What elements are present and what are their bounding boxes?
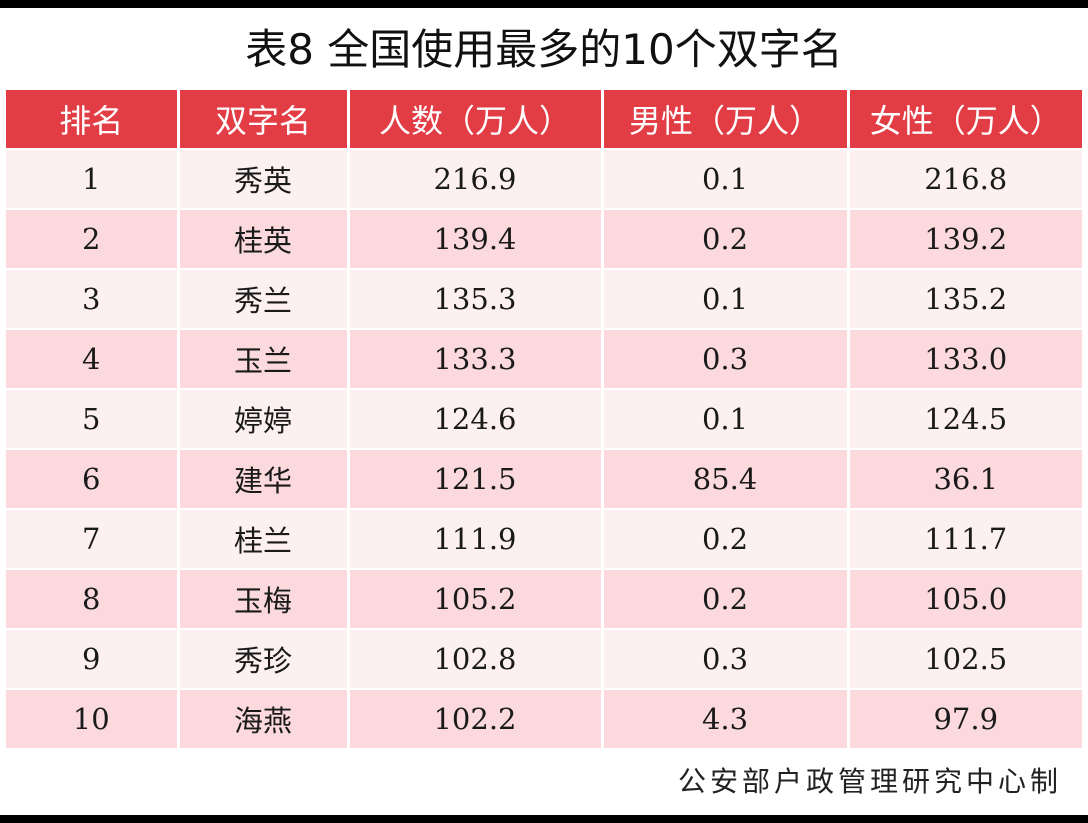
- cell-male: 0.3: [602, 328, 850, 389]
- cell-total: 133.3: [348, 328, 604, 389]
- cell-name: 秀兰: [178, 268, 350, 329]
- table-row: 10 海燕 102.2 4.3 97.9: [6, 688, 1082, 748]
- cell-name: 婷婷: [178, 388, 350, 449]
- cell-total: 135.3: [348, 268, 604, 329]
- cell-name: 秀珍: [178, 628, 350, 689]
- table-row: 6 建华 121.5 85.4 36.1: [6, 448, 1082, 509]
- header-row: 排名 双字名 人数（万人） 男性（万人） 女性（万人）: [6, 90, 1082, 149]
- header-name: 双字名: [178, 90, 350, 149]
- cell-total: 105.2: [348, 568, 604, 629]
- header-female: 女性（万人）: [848, 90, 1082, 149]
- cell-female: 139.2: [848, 208, 1082, 269]
- bottom-border-bar: [0, 815, 1088, 823]
- table-title: 表8 全国使用最多的10个双字名: [245, 25, 843, 74]
- cell-name: 建华: [178, 448, 350, 509]
- table-row: 4 玉兰 133.3 0.3 133.0: [6, 328, 1082, 389]
- cell-rank: 8: [6, 568, 180, 629]
- cell-rank: 2: [6, 208, 180, 269]
- cell-rank: 5: [6, 388, 180, 449]
- cell-rank: 1: [6, 148, 180, 209]
- source-credit: 公安部户政管理研究中心制: [677, 765, 1062, 798]
- table-header: 排名 双字名 人数（万人） 男性（万人） 女性（万人）: [6, 90, 1082, 149]
- table-row: 2 桂英 139.4 0.2 139.2: [6, 208, 1082, 269]
- table-row: 5 婷婷 124.6 0.1 124.5: [6, 388, 1082, 449]
- cell-female: 105.0: [848, 568, 1082, 629]
- cell-rank: 3: [6, 268, 180, 329]
- cell-total: 216.9: [348, 148, 604, 209]
- cell-male: 4.3: [602, 688, 850, 748]
- cell-female: 97.9: [848, 688, 1082, 748]
- cell-total: 102.8: [348, 628, 604, 689]
- cell-male: 0.3: [602, 628, 850, 689]
- header-male: 男性（万人）: [602, 90, 850, 149]
- cell-male: 85.4: [602, 448, 850, 509]
- cell-name: 桂兰: [178, 508, 350, 569]
- table-row: 9 秀珍 102.8 0.3 102.5: [6, 628, 1082, 689]
- cell-total: 139.4: [348, 208, 604, 269]
- cell-rank: 6: [6, 448, 180, 509]
- names-table: 排名 双字名 人数（万人） 男性（万人） 女性（万人） 1 秀英 216.9 0…: [6, 90, 1082, 748]
- top-border-bar: [0, 0, 1088, 8]
- cell-name: 桂英: [178, 208, 350, 269]
- cell-male: 0.2: [602, 568, 850, 629]
- table-body: 1 秀英 216.9 0.1 216.8 2 桂英 139.4 0.2 139.…: [6, 148, 1082, 748]
- cell-rank: 7: [6, 508, 180, 569]
- cell-name: 海燕: [178, 688, 350, 748]
- cell-female: 102.5: [848, 628, 1082, 689]
- cell-male: 0.1: [602, 148, 850, 209]
- cell-male: 0.1: [602, 388, 850, 449]
- cell-name: 秀英: [178, 148, 350, 209]
- cell-rank: 9: [6, 628, 180, 689]
- cell-female: 36.1: [848, 448, 1082, 509]
- cell-male: 0.2: [602, 508, 850, 569]
- cell-female: 216.8: [848, 148, 1082, 209]
- table-row: 3 秀兰 135.3 0.1 135.2: [6, 268, 1082, 329]
- cell-total: 124.6: [348, 388, 604, 449]
- cell-female: 133.0: [848, 328, 1082, 389]
- cell-total: 102.2: [348, 688, 604, 748]
- cell-rank: 10: [6, 688, 180, 748]
- cell-female: 135.2: [848, 268, 1082, 329]
- cell-rank: 4: [6, 328, 180, 389]
- table-row: 7 桂兰 111.9 0.2 111.7: [6, 508, 1082, 569]
- cell-female: 111.7: [848, 508, 1082, 569]
- cell-total: 111.9: [348, 508, 604, 569]
- cell-male: 0.1: [602, 268, 850, 329]
- header-total: 人数（万人）: [348, 90, 604, 149]
- cell-female: 124.5: [848, 388, 1082, 449]
- cell-total: 121.5: [348, 448, 604, 509]
- table-row: 8 玉梅 105.2 0.2 105.0: [6, 568, 1082, 629]
- cell-name: 玉兰: [178, 328, 350, 389]
- header-rank: 排名: [6, 90, 180, 149]
- cell-name: 玉梅: [178, 568, 350, 629]
- cell-male: 0.2: [602, 208, 850, 269]
- table-row: 1 秀英 216.9 0.1 216.8: [6, 148, 1082, 209]
